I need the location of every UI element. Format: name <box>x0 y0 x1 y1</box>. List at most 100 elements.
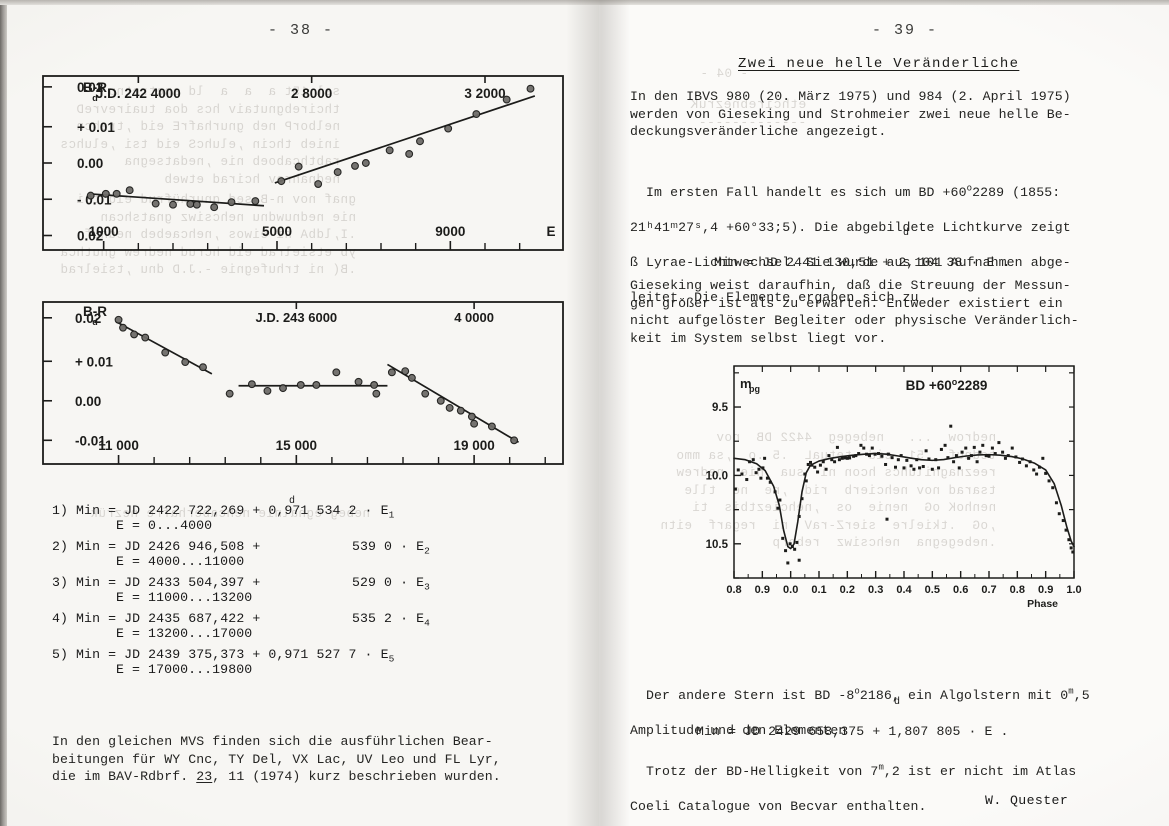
data-point <box>416 137 424 146</box>
observation-point <box>797 558 801 562</box>
p4-c: ,5 <box>1073 687 1090 703</box>
top-axis-tick-label: 3 2000 <box>464 86 505 101</box>
p5-b: ,2 ist er nicht im Atlas <box>883 763 1077 779</box>
observation-point <box>733 487 737 491</box>
observation-point <box>797 514 801 518</box>
p5-a: Trotz der BD-Helligkeit von 7 <box>646 763 879 779</box>
observation-point <box>748 460 752 464</box>
plot-frame <box>733 365 1075 579</box>
data-point <box>510 436 519 445</box>
data-point <box>456 406 465 415</box>
data-point-group <box>151 199 160 208</box>
observation-point <box>975 460 979 464</box>
data-point-group <box>86 191 95 200</box>
data-point <box>161 348 170 357</box>
observation-point <box>763 456 767 460</box>
data-point <box>333 168 342 177</box>
observation-point <box>939 447 943 451</box>
y-axis-label-subscript: pg <box>749 384 760 394</box>
observation-point <box>788 542 792 546</box>
scan-left-edge <box>0 0 7 826</box>
degree-sup-2: o <box>854 686 860 697</box>
observation-point <box>761 466 765 470</box>
x-axis-tick-label: 0.6 <box>953 584 968 596</box>
x-axis-tick-label: 0.3 <box>868 584 883 596</box>
observation-point <box>790 545 794 549</box>
observation-point <box>912 467 916 471</box>
minima-text: Min = JD 2439 375,373 + 0,971 527 7 · E <box>76 647 389 662</box>
x-axis-tick-label: 0.2 <box>840 584 855 596</box>
observation-point <box>957 466 961 470</box>
minima-row: 5) Min = JD 2439 375,373 + 0,971 527 7 ·… <box>52 647 552 683</box>
data-point-group <box>294 162 303 171</box>
minima-equation: 4) Min = JD 2435 687,422 + <box>52 611 260 626</box>
data-point-group <box>405 149 414 158</box>
observation-point <box>949 424 953 428</box>
p5-line2: Coeli Catalogue von Becvar enthalten. <box>630 798 927 814</box>
y-axis-unit: d <box>92 317 98 327</box>
y-axis-tick-label: 0.00 <box>77 156 103 171</box>
data-point <box>467 412 476 421</box>
data-point-group <box>436 396 445 405</box>
closing-line-2: beitungen für WY Cnc, TY Del, VX Lac, UV… <box>52 751 501 767</box>
fit-line <box>115 321 213 375</box>
data-point <box>405 149 414 158</box>
data-point-group <box>296 381 305 389</box>
observation-point <box>890 456 894 460</box>
x-axis-tick-label: 0.8 <box>1010 584 1025 596</box>
p4-b: 2186, ein Algolstern mit 0 <box>859 687 1069 703</box>
observation-point <box>852 454 856 458</box>
observation-point <box>765 476 769 480</box>
data-point <box>279 384 287 393</box>
data-point <box>296 381 305 389</box>
bav-issue-number: 23 <box>196 769 213 785</box>
x-axis-tick-label: 1000 <box>89 224 119 239</box>
data-point-group <box>277 177 286 186</box>
data-point <box>119 323 127 332</box>
observation-point <box>827 454 831 458</box>
x-axis-tick-label: 0.8 <box>726 584 741 596</box>
data-point <box>247 380 256 389</box>
data-point <box>181 358 190 367</box>
closing-line-3-post: , 11 (1974) kurz beschrieben wurden. <box>212 769 501 785</box>
observation-point <box>1054 501 1058 505</box>
data-point-group <box>210 203 219 212</box>
observation-point <box>899 454 903 458</box>
data-point <box>86 191 95 200</box>
data-point-group <box>247 380 256 389</box>
eq2-text: Min = JD 2429 658,375 + 1,807 805 · E . <box>696 723 1009 739</box>
observation-point <box>880 454 884 458</box>
minima-index: 1) <box>52 503 77 518</box>
data-point-group <box>361 159 370 167</box>
observation-point <box>854 454 858 458</box>
minima-row: 1) Min = JD 2422 722,269 + 0,971 534 2 ·… <box>52 496 552 539</box>
mag-sup-1: m <box>1068 686 1074 697</box>
data-point <box>112 189 121 198</box>
observation-point <box>1067 538 1071 542</box>
observation-point <box>840 456 844 460</box>
observation-point <box>960 450 964 454</box>
x-axis-tick-label: 0.5 <box>925 584 940 596</box>
y-axis-label: B-R <box>83 80 107 95</box>
data-point-group <box>407 373 416 382</box>
minima-epoch-subscript: 5 <box>388 653 395 665</box>
data-point <box>210 203 219 212</box>
x-axis-tick-label: 0.4 <box>896 584 912 596</box>
data-point-group <box>526 84 535 93</box>
minima-epoch-range: E = 17000...19800 <box>116 662 253 677</box>
data-point-group <box>351 161 359 170</box>
data-point-group <box>186 200 195 208</box>
observation-point <box>1001 450 1005 454</box>
minima-epoch-subscript: 1 <box>388 509 395 521</box>
observation-point <box>1035 472 1039 476</box>
data-point <box>407 373 416 382</box>
minima-text: Min = JD 2435 687,422 + <box>76 611 261 626</box>
object-label-degree: o <box>952 377 958 387</box>
observation-point <box>804 479 808 483</box>
observation-point <box>1044 471 1048 475</box>
minima-text: Min = JD 2422 722,269 + 0,971 534 2 · E <box>76 503 389 518</box>
observation-point <box>810 463 814 467</box>
data-point <box>372 389 381 398</box>
observation-point <box>1069 546 1073 550</box>
x-axis-tick-label: 0.7 <box>981 584 996 596</box>
